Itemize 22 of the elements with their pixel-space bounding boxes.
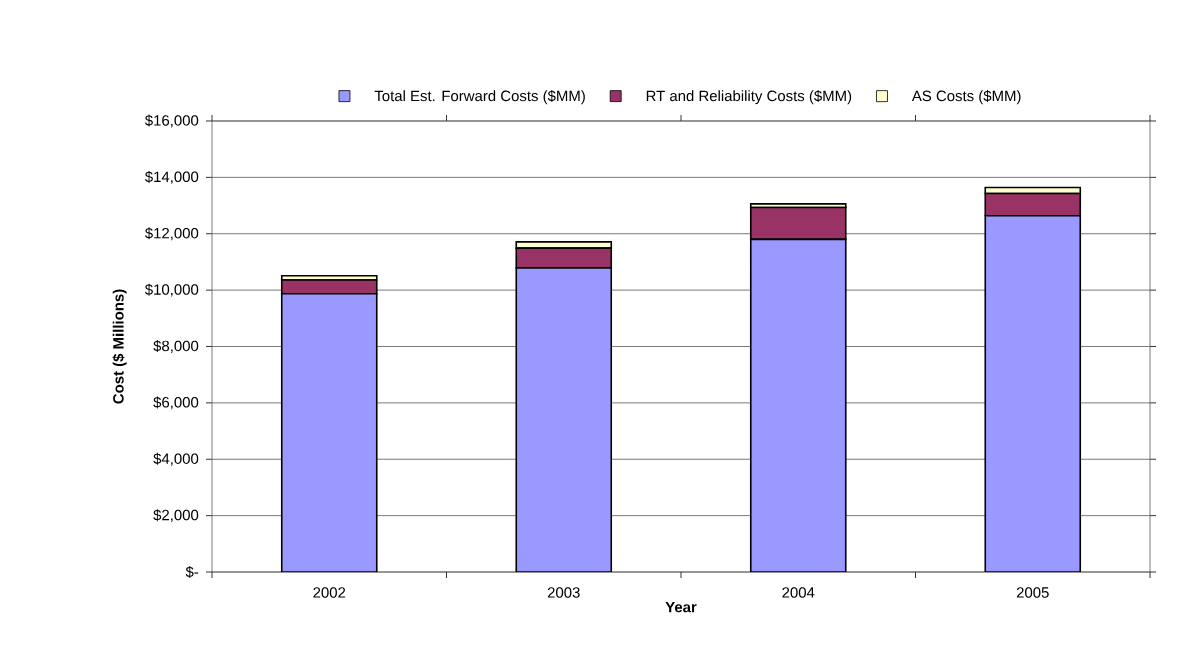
y-tick-label: $10,000 <box>144 283 199 297</box>
x-axis-title: Year <box>665 601 697 613</box>
y-tick-label: $- <box>185 565 199 579</box>
y-tick-label: $6,000 <box>153 396 199 410</box>
y-tick-label: $4,000 <box>153 452 199 466</box>
y-axis-title: Cost ($ Millions) <box>112 289 127 404</box>
y-tick-label: $14,000 <box>144 170 199 184</box>
bar <box>280 292 378 572</box>
x-tick-label: 2003 <box>547 587 580 598</box>
y-tick-label: $12,000 <box>144 227 199 241</box>
bar <box>749 238 847 572</box>
y-tick-label: $2,000 <box>153 509 199 523</box>
legend-label: AS Costs ($MM) <box>911 89 1021 105</box>
y-tick-label: $8,000 <box>153 340 199 353</box>
x-tick-label: 2004 <box>782 587 815 598</box>
bar <box>515 267 613 572</box>
legend-label: Total Est. Forward Costs ($MM) <box>374 89 585 105</box>
y-tick-label: $16,000 <box>144 114 199 128</box>
x-tick-label: 2002 <box>313 587 346 598</box>
x-tick-label: 2005 <box>1016 587 1049 598</box>
bar <box>984 214 1082 572</box>
legend-label: RT and Reliability Costs ($MM) <box>646 89 852 105</box>
